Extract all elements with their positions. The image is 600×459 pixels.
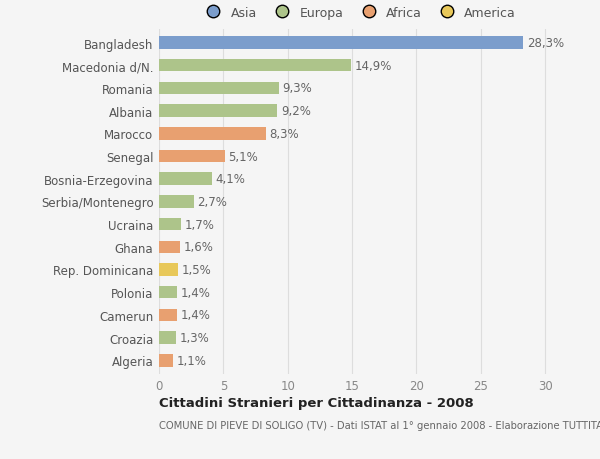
Bar <box>159 128 266 140</box>
Text: 1,1%: 1,1% <box>177 354 207 367</box>
Bar <box>159 37 523 50</box>
Bar <box>159 241 179 253</box>
Text: 5,1%: 5,1% <box>229 150 258 163</box>
Bar <box>159 151 224 163</box>
Text: 28,3%: 28,3% <box>527 37 564 50</box>
Text: 2,7%: 2,7% <box>197 196 227 208</box>
Text: Cittadini Stranieri per Cittadinanza - 2008: Cittadini Stranieri per Cittadinanza - 2… <box>159 396 474 409</box>
Text: 1,7%: 1,7% <box>185 218 215 231</box>
Text: 9,3%: 9,3% <box>283 82 313 95</box>
Text: 9,2%: 9,2% <box>281 105 311 118</box>
Bar <box>159 309 177 321</box>
Bar <box>159 83 279 95</box>
Text: 1,5%: 1,5% <box>182 263 212 276</box>
Text: 1,6%: 1,6% <box>184 241 214 254</box>
Bar <box>159 105 277 118</box>
Bar <box>159 286 177 299</box>
Text: 1,3%: 1,3% <box>179 331 209 344</box>
Text: COMUNE DI PIEVE DI SOLIGO (TV) - Dati ISTAT al 1° gennaio 2008 - Elaborazione TU: COMUNE DI PIEVE DI SOLIGO (TV) - Dati IS… <box>159 420 600 430</box>
Bar <box>159 218 181 231</box>
Bar <box>159 331 176 344</box>
Text: 1,4%: 1,4% <box>181 286 211 299</box>
Bar <box>159 263 178 276</box>
Text: 4,1%: 4,1% <box>215 173 245 186</box>
Text: 8,3%: 8,3% <box>269 128 299 140</box>
Bar <box>159 354 173 367</box>
Bar <box>159 60 351 73</box>
Legend: Asia, Europa, Africa, America: Asia, Europa, Africa, America <box>201 7 516 20</box>
Bar <box>159 196 194 208</box>
Text: 1,4%: 1,4% <box>181 309 211 322</box>
Bar <box>159 173 212 185</box>
Text: 14,9%: 14,9% <box>355 60 392 73</box>
